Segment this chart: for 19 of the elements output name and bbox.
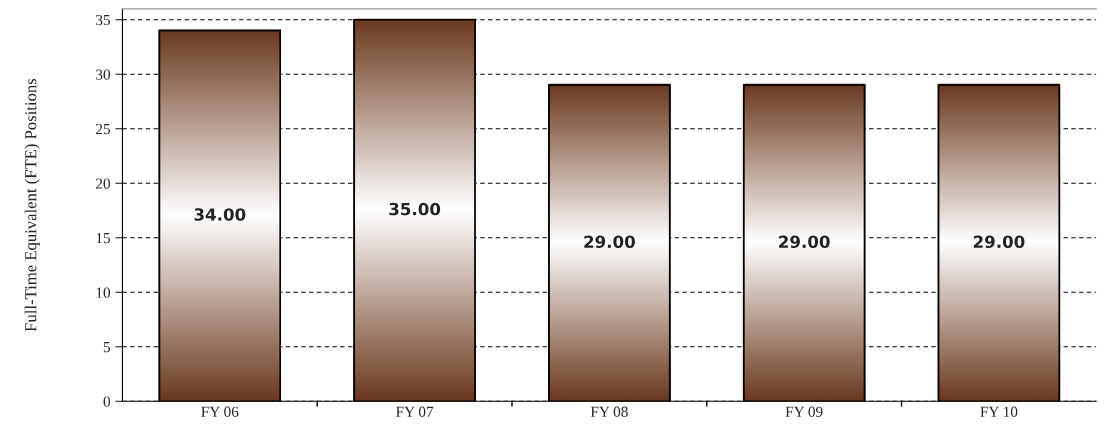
data-label: 34.00: [194, 208, 246, 221]
y-tick-label: 35: [96, 14, 111, 26]
data-label: 35.00: [389, 202, 441, 216]
x-tick-label: FY 06: [201, 406, 239, 417]
y-axis-title: Full-Time Equivalent (FTE) Positions: [24, 78, 40, 332]
x-tick-label: FY 09: [785, 406, 823, 417]
data-label: 29.00: [779, 235, 830, 249]
x-tick-label: FY 07: [396, 406, 434, 417]
y-tick-label: 10: [96, 287, 111, 298]
y-tick-label: 30: [96, 69, 111, 80]
x-tick-label: FY 10: [980, 406, 1018, 417]
data-label: 29.00: [973, 235, 1025, 249]
y-tick-label: 20: [96, 178, 111, 189]
x-tick-label: FY 08: [590, 406, 628, 417]
y-tick-label: 0: [103, 396, 111, 407]
y-tick-label: 5: [103, 342, 111, 353]
data-label: 29.00: [584, 235, 635, 249]
y-tick-label: 15: [96, 232, 111, 244]
y-tick-label: 25: [96, 123, 111, 135]
